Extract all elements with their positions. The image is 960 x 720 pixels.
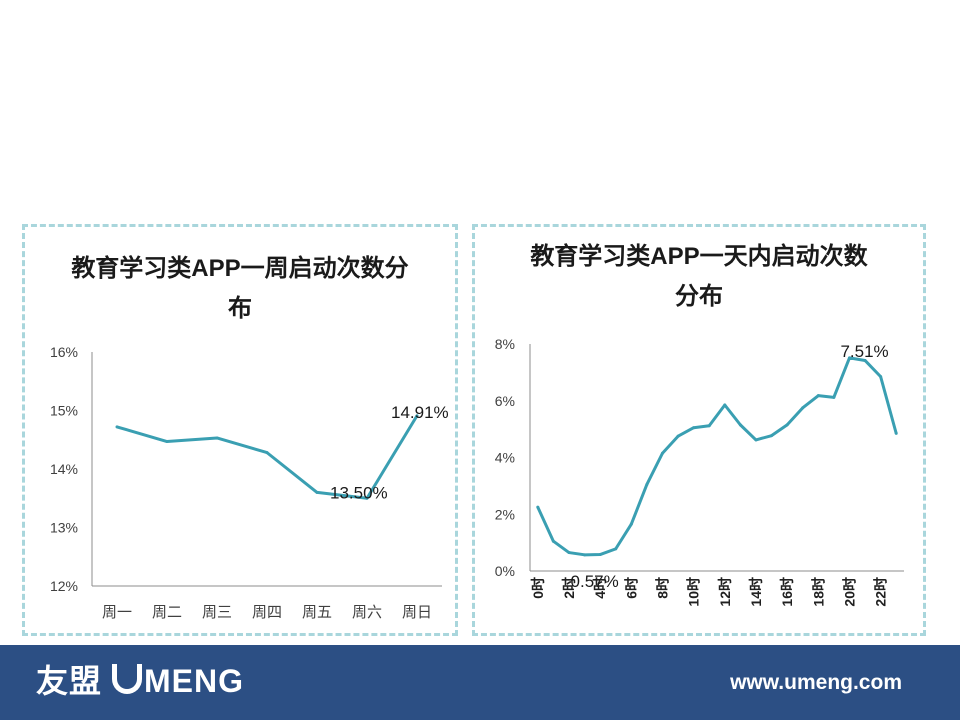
data-point: [660, 451, 664, 455]
x-tick-label: 周四: [252, 604, 282, 621]
x-tick-label: 12时: [717, 577, 733, 607]
x-tick-label: 周二: [152, 604, 182, 621]
daily-chart-title: 教育学习类APP一天内启动次数分布: [530, 243, 868, 310]
y-tick-label: 15%: [50, 403, 78, 419]
y-tick-label: 2%: [495, 506, 515, 522]
weekly-chart: 16% 15% 14% 13% 12% 周一 周二 周三 周四 周五 周六 周日 14.91% 13.50…: [50, 344, 449, 621]
data-point: [801, 406, 805, 410]
data-label: 7.51%: [840, 342, 888, 361]
data-point: [115, 425, 119, 429]
data-point: [315, 490, 319, 494]
y-tick-label: 13%: [50, 520, 78, 536]
weekly-chart-panel: 教育学习类APP一周启动次数分布 16% 15% 14% 13% 12% 周一 周二 周三 周四…: [22, 224, 458, 636]
data-point: [567, 551, 571, 555]
data-point: [738, 423, 742, 427]
website-link[interactable]: www.umeng.com: [730, 671, 902, 694]
footer-bar: 友盟 MENG www.umeng.com: [0, 645, 960, 720]
x-tick-label: 周日: [402, 604, 432, 621]
x-tick-label: 4时: [592, 577, 608, 599]
data-point: [365, 496, 369, 500]
data-point: [785, 423, 789, 427]
u-logo-icon: [112, 664, 143, 694]
y-tick-label: 14%: [50, 461, 78, 477]
x-tick-label: 周五: [302, 604, 332, 621]
x-tick-label: 22时: [873, 577, 889, 607]
x-tick-label: 0时: [530, 577, 546, 599]
data-point: [894, 431, 898, 435]
data-point: [847, 356, 851, 360]
data-point: [165, 440, 169, 444]
data-point: [816, 394, 820, 398]
data-point: [629, 522, 633, 526]
data-point: [692, 426, 696, 430]
x-tick-label: 周三: [202, 604, 232, 621]
data-label: 13.50%: [330, 483, 388, 502]
brand-cn: 友盟: [36, 663, 103, 699]
data-point: [614, 547, 618, 551]
data-point: [583, 553, 587, 557]
data-label: 14.91%: [391, 403, 449, 422]
x-tick-label: 16时: [779, 577, 795, 607]
y-tick-label: 16%: [50, 344, 78, 360]
daily-chart-panel: 教育学习类APP一天内启动次数分布 8% 6% 4% 2% 0% 0时 2时 4时 6时 8时 10…: [472, 224, 926, 636]
data-point: [707, 424, 711, 428]
umeng-logo: 友盟 MENG: [36, 661, 244, 701]
brand-en: MENG: [144, 663, 245, 699]
x-tick-label: 20时: [841, 577, 857, 607]
data-point: [879, 375, 883, 379]
data-point: [551, 539, 555, 543]
data-point: [770, 434, 774, 438]
data-point: [863, 358, 867, 362]
data-point: [832, 395, 836, 399]
x-tick-label: 14时: [748, 577, 764, 607]
x-tick-label: 8时: [654, 577, 670, 599]
data-point: [598, 553, 602, 557]
daily-chart: 8% 6% 4% 2% 0% 0时 2时 4时 6时 8时 10时 12时 14时 16时 18时 20时 22…: [495, 336, 904, 607]
data-point: [536, 505, 540, 509]
y-tick-label: 6%: [495, 393, 515, 409]
series-line: [536, 356, 898, 557]
x-tick-label: 18时: [810, 577, 826, 607]
x-tick-label: 周六: [352, 604, 382, 621]
data-point: [645, 482, 649, 486]
y-tick-label: 4%: [495, 450, 515, 466]
y-tick-label: 0%: [495, 563, 515, 579]
x-tick-label: 6时: [623, 577, 639, 599]
data-point: [676, 434, 680, 438]
data-point: [415, 414, 419, 418]
y-tick-label: 12%: [50, 578, 78, 594]
data-point: [754, 438, 758, 442]
y-tick-label: 8%: [495, 336, 515, 352]
data-point: [215, 436, 219, 440]
x-tick-label: 2时: [561, 577, 577, 599]
data-point: [723, 403, 727, 407]
x-tick-label: 10时: [686, 577, 702, 607]
weekly-chart-title: 教育学习类APP一周启动次数分布: [71, 255, 409, 322]
data-label: 0.57%: [571, 572, 619, 591]
data-point: [265, 451, 269, 455]
x-tick-label: 周一: [102, 604, 132, 621]
